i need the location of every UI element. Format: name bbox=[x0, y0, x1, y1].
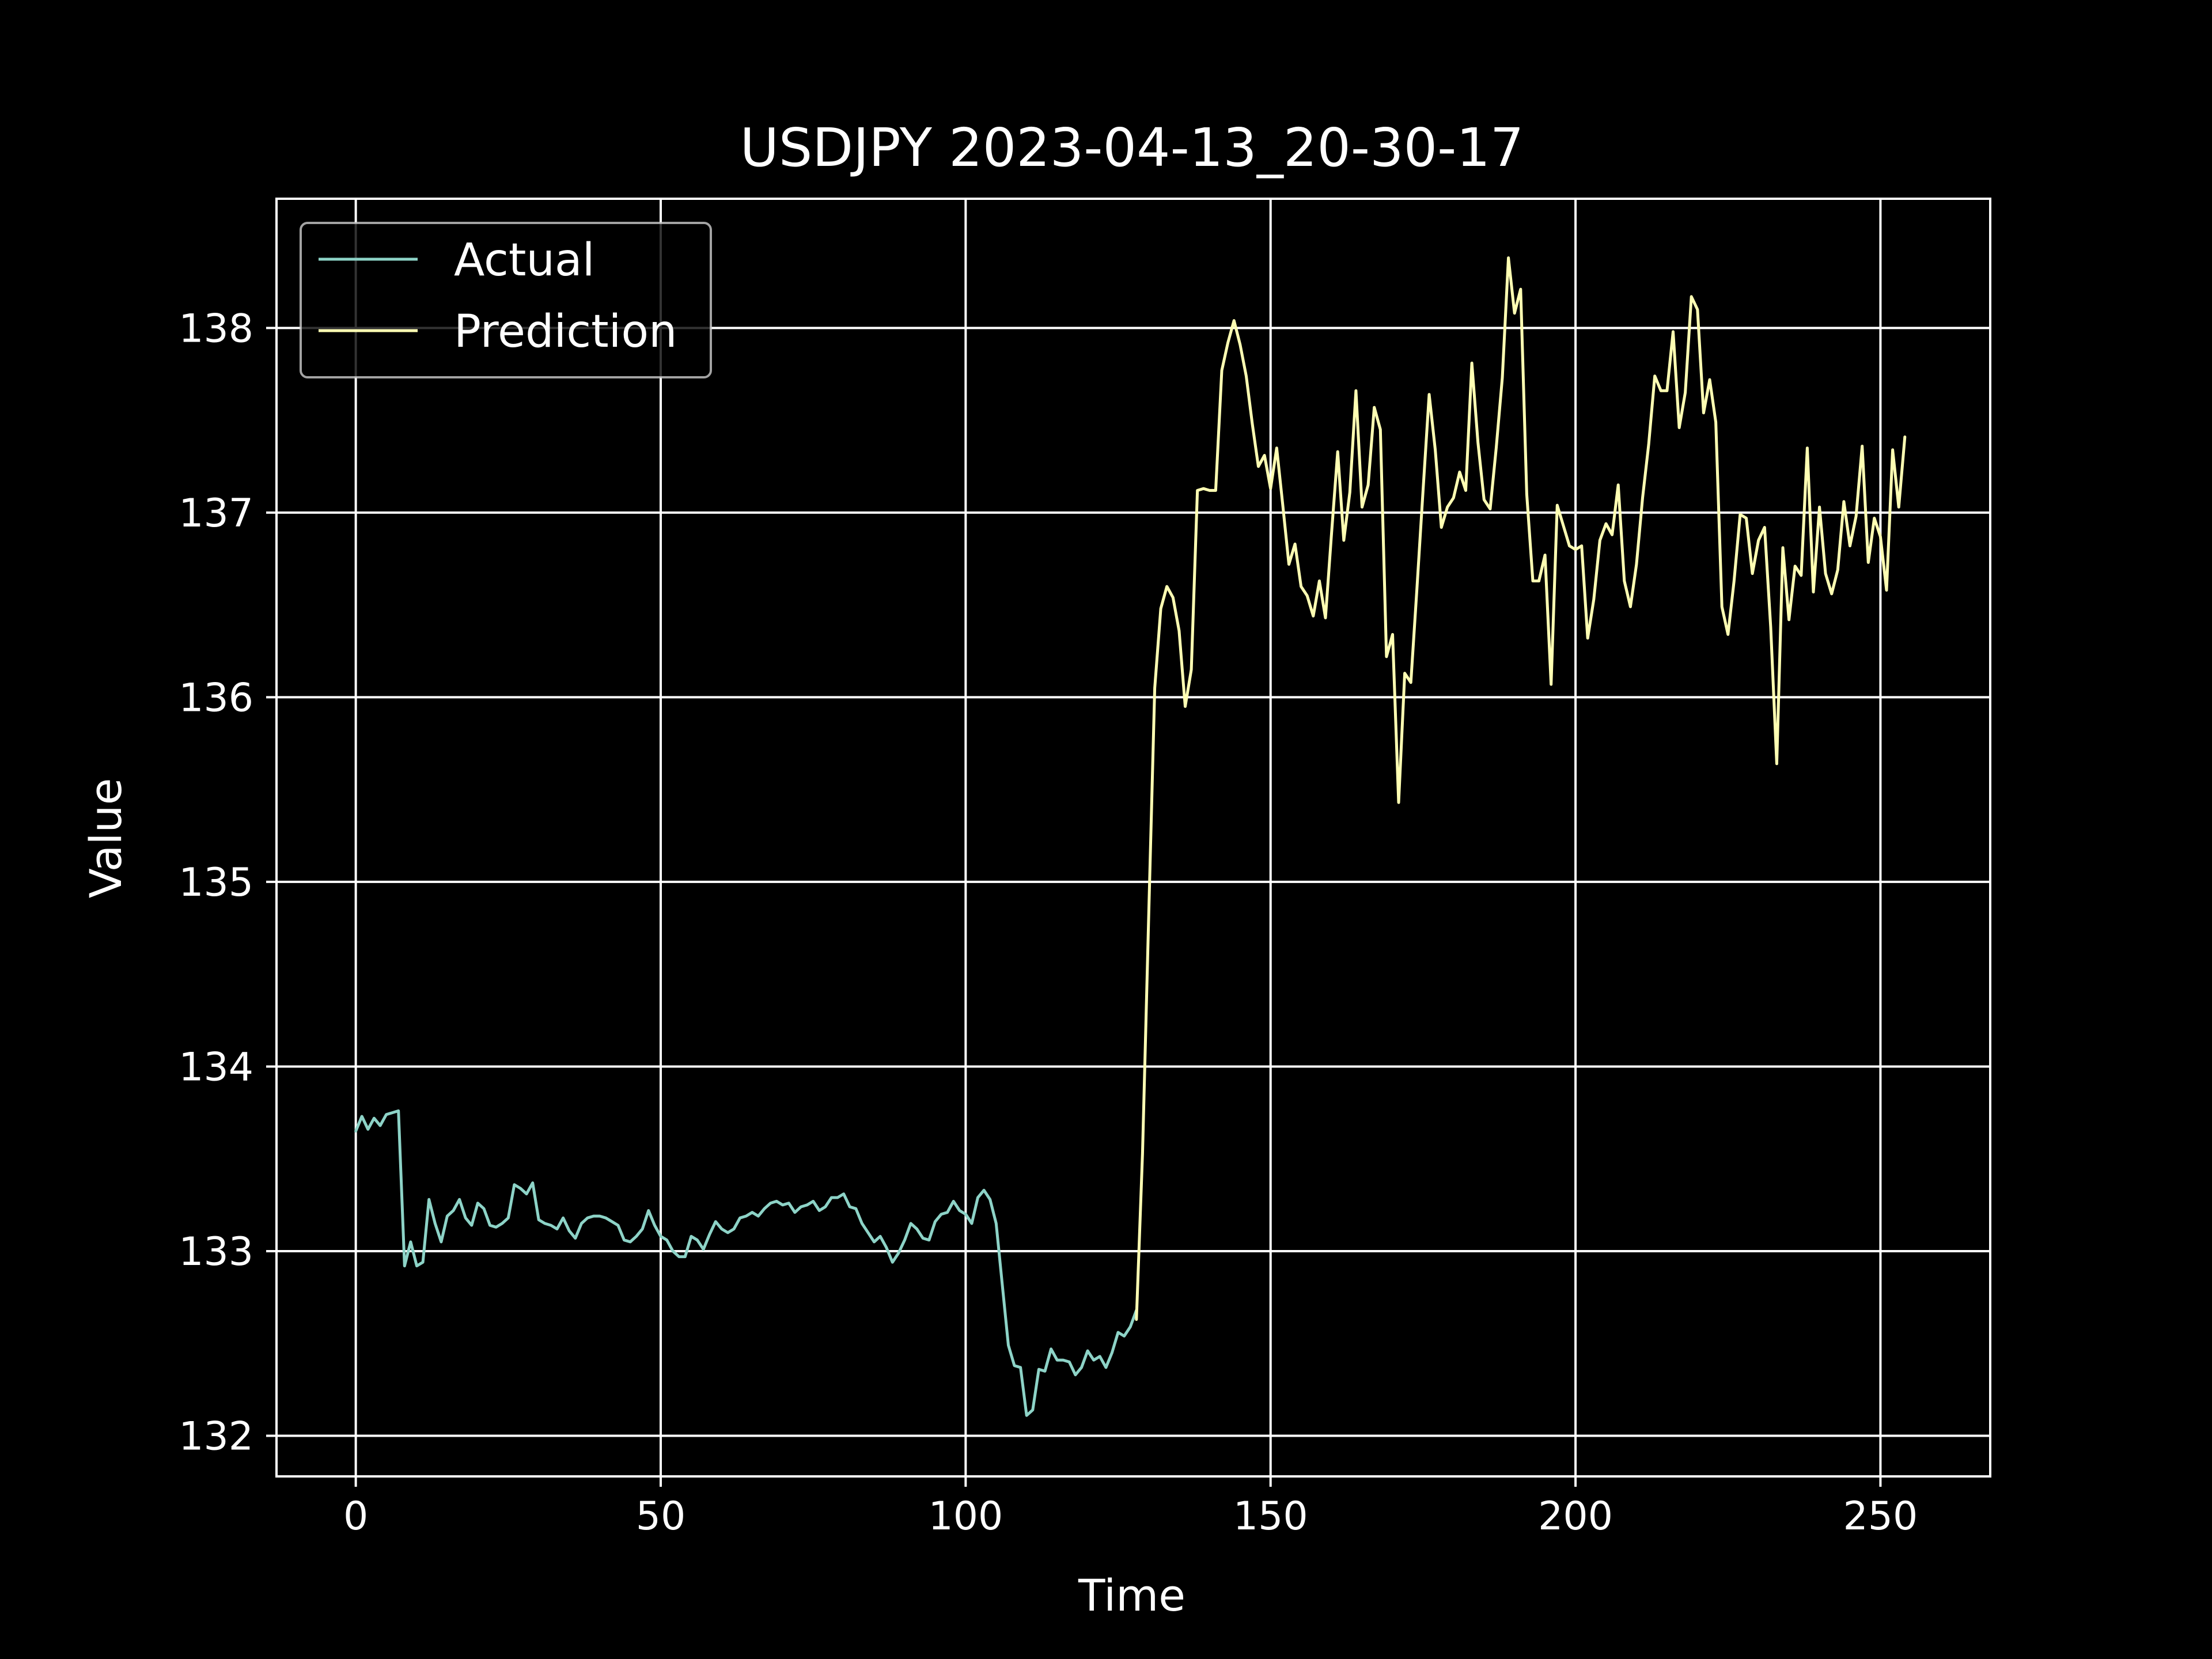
series-line-actual bbox=[354, 1109, 1138, 1417]
legend: Actual Prediction bbox=[300, 222, 712, 378]
y-tick-label: 134 bbox=[179, 1044, 253, 1090]
y-tick-label: 133 bbox=[179, 1229, 253, 1275]
series-lines bbox=[354, 256, 1907, 1417]
y-tick-label: 132 bbox=[179, 1414, 253, 1459]
y-tick-label: 136 bbox=[179, 675, 253, 721]
legend-label-actual: Actual bbox=[454, 234, 594, 286]
x-tick-label: 250 bbox=[1843, 1494, 1918, 1539]
chart-title: USDJPY 2023-04-13_20-30-17 bbox=[740, 117, 1524, 179]
x-tick-label: 150 bbox=[1233, 1494, 1308, 1539]
tick-labels: 0 50 100 150 200 250 132 133 134 135 136 137 138 bbox=[179, 306, 1918, 1539]
legend-label-prediction: Prediction bbox=[454, 306, 677, 358]
x-tick-label: 100 bbox=[928, 1494, 1003, 1539]
plot-frame bbox=[275, 198, 1991, 1478]
x-tick-label: 50 bbox=[636, 1494, 686, 1539]
x-tick-label: 200 bbox=[1538, 1494, 1613, 1539]
y-tick-label: 137 bbox=[179, 491, 253, 536]
series-line-prediction bbox=[1135, 256, 1907, 1321]
y-axis-label: Value bbox=[80, 778, 131, 899]
y-tick-label: 135 bbox=[179, 860, 253, 906]
tick-marks bbox=[266, 327, 1882, 1487]
y-tick-label: 138 bbox=[179, 306, 253, 351]
x-tick-label: 0 bbox=[343, 1494, 368, 1539]
x-axis-label: Time bbox=[1078, 1570, 1185, 1621]
grid-lines bbox=[276, 199, 1990, 1476]
legend-box bbox=[300, 222, 712, 378]
